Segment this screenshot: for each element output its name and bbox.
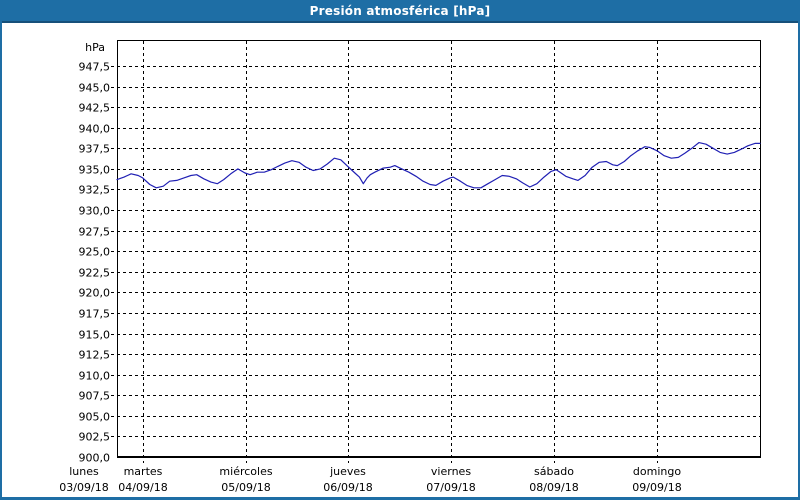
- x-day-date-label: 03/09/18: [59, 481, 108, 494]
- y-tick-label: 915,0: [79, 329, 111, 342]
- y-tick-label: 937,5: [79, 143, 111, 156]
- pressure-line: [116, 142, 761, 189]
- x-day-date-label: 06/09/18: [323, 481, 372, 494]
- y-axis-unit-label: hPa: [85, 41, 105, 54]
- x-day-date-label: 09/09/18: [632, 481, 681, 494]
- y-tick-label: 942,5: [79, 102, 111, 115]
- window-border-right: [798, 0, 800, 500]
- y-tick-label: 927,5: [79, 226, 111, 239]
- x-day-date-label: 05/09/18: [221, 481, 270, 494]
- y-tick-label: 920,0: [79, 287, 111, 300]
- y-tick-label: 905,0: [79, 411, 111, 424]
- y-tick-label: 922,5: [79, 267, 111, 280]
- x-day-date-label: 07/09/18: [426, 481, 475, 494]
- x-axis-day-labels: lunes 03/09/18 martes 04/09/18 miércoles 05/0…: [59, 465, 681, 494]
- x-day-weekday-label: sábado: [534, 465, 574, 478]
- x-day-date-label: 08/09/18: [529, 481, 578, 494]
- window-titlebar: Presión atmosférica [hPa]: [0, 0, 800, 23]
- y-tick-label: 910,0: [79, 370, 111, 383]
- y-tick-label: 917,5: [79, 308, 111, 321]
- y-tick-label: 932,5: [79, 184, 111, 197]
- y-tick-label: 947,5: [79, 61, 111, 74]
- window-title: Presión atmosférica [hPa]: [309, 3, 491, 18]
- x-day-weekday-label: viernes: [431, 465, 471, 478]
- y-tick-label: 925,0: [79, 246, 111, 259]
- y-axis-tick-labels: 947,5 945,0 942,5 940,0 937,5 935,0 932,5 930,0…: [79, 61, 111, 465]
- y-tick-label: 900,0: [79, 452, 111, 465]
- x-day-weekday-label: jueves: [329, 465, 366, 478]
- window-border-left: [0, 0, 2, 500]
- y-tick-label: 935,0: [79, 164, 111, 177]
- y-tick-label: 945,0: [79, 82, 111, 95]
- y-tick-label: 912,5: [79, 349, 111, 362]
- x-day-date-label: 04/09/18: [118, 481, 167, 494]
- y-tick-label: 930,0: [79, 205, 111, 218]
- x-day-weekday-label: domingo: [633, 465, 681, 478]
- y-tick-label: 907,5: [79, 390, 111, 403]
- y-tick-label: 940,0: [79, 123, 111, 136]
- x-day-weekday-label: martes: [124, 465, 163, 478]
- window-border-bottom: [0, 497, 800, 500]
- grid-lines: [111, 41, 760, 463]
- y-tick-label: 902,5: [79, 431, 111, 444]
- plot-area-border: [117, 40, 761, 458]
- x-day-weekday-label: miércoles: [219, 465, 272, 478]
- x-day-weekday-label: lunes: [69, 465, 99, 478]
